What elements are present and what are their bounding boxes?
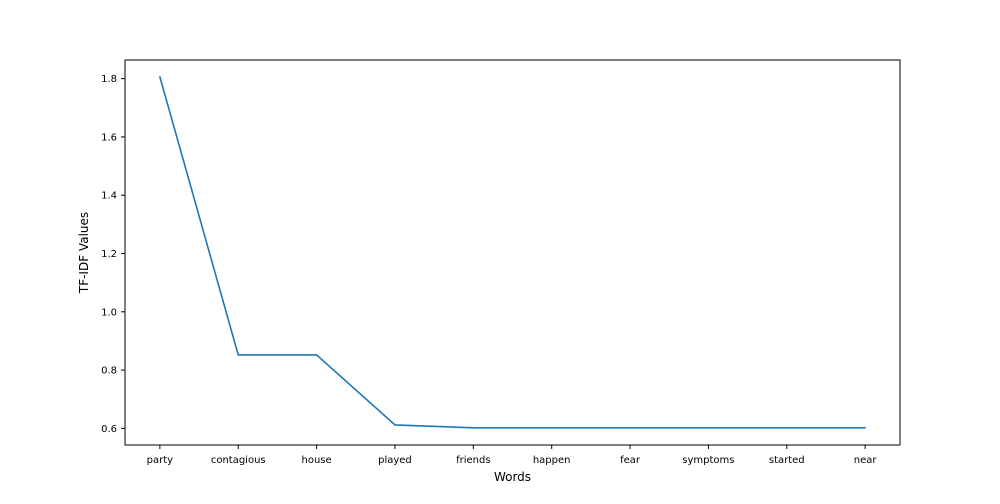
data-point [785,427,788,429]
data-point [315,354,318,356]
x-tick-label: contagious [211,455,266,466]
y-tick-label: 0.8 [101,366,117,377]
x-axis-label: Words [494,470,531,484]
x-tick-label: house [302,455,332,466]
y-axis-label: TF-IDF Values [77,212,91,294]
x-tick-label: started [769,455,805,466]
series-line-0 [159,76,866,429]
data-point [629,427,631,429]
data-point [550,427,553,429]
data-point [237,354,240,356]
y-tick-label: 1.4 [101,191,117,202]
x-tick-label: symptoms [682,455,734,466]
x-tick-label: fear [620,455,641,466]
x-tick-label: happen [533,455,571,466]
x-tick-label: party [147,455,174,466]
data-point [394,424,396,426]
plot-frame [124,59,901,446]
y-tick-label: 1.8 [101,74,117,85]
data-point [864,427,866,429]
y-tick-label: 0.6 [101,424,117,435]
data-point [472,427,475,429]
x-tick-label: played [378,455,412,466]
y-tick-label: 1.2 [101,249,117,260]
x-tick-label: near [854,455,878,466]
x-tick-label: friends [456,455,490,466]
y-tick-label: 1.6 [101,132,117,143]
y-tick-label: 1.0 [101,307,117,318]
data-point [707,427,710,429]
plot-layer: party contagious house played friends happen f… [101,74,877,466]
data-point [159,76,161,78]
